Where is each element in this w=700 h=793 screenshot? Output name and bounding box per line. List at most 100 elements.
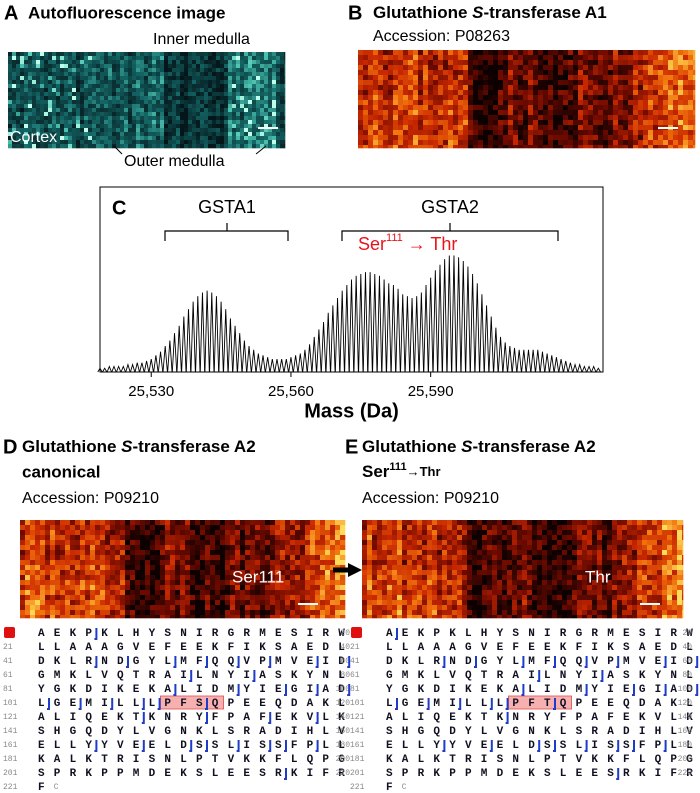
image-pixel xyxy=(383,110,389,116)
image-pixel xyxy=(290,560,296,566)
image-pixel xyxy=(503,115,509,121)
image-pixel xyxy=(517,540,523,546)
image-pixel xyxy=(124,60,129,65)
image-pixel xyxy=(402,525,408,531)
image-pixel xyxy=(220,104,225,109)
image-pixel xyxy=(148,108,153,113)
image-pixel xyxy=(398,50,404,56)
image-pixel xyxy=(65,590,71,596)
image-pixel xyxy=(623,70,629,76)
image-pixel xyxy=(70,540,76,546)
image-pixel xyxy=(493,145,499,149)
image-pixel xyxy=(28,120,33,125)
image-pixel xyxy=(252,136,257,141)
image-pixel xyxy=(272,132,277,137)
image-pixel xyxy=(538,85,544,91)
image-pixel xyxy=(448,130,454,136)
image-pixel xyxy=(487,535,493,541)
image-pixel xyxy=(362,520,368,526)
image-pixel xyxy=(120,64,125,69)
image-pixel xyxy=(418,80,424,86)
image-pixel xyxy=(188,124,193,129)
image-pixel xyxy=(180,144,185,149)
image-pixel xyxy=(398,145,404,149)
image-pixel xyxy=(452,565,458,571)
image-pixel xyxy=(236,104,241,109)
image-pixel xyxy=(437,530,443,536)
image-pixel xyxy=(507,550,513,556)
image-pixel xyxy=(44,112,49,117)
image-pixel xyxy=(52,68,57,73)
image-pixel xyxy=(232,140,237,145)
image-pixel xyxy=(652,535,658,541)
image-pixel xyxy=(408,50,414,56)
image-pixel xyxy=(260,96,265,101)
image-pixel xyxy=(270,555,276,561)
image-pixel xyxy=(108,76,113,81)
image-pixel xyxy=(275,585,281,591)
image-pixel xyxy=(108,60,113,65)
image-pixel xyxy=(124,140,129,145)
image-pixel xyxy=(272,140,277,145)
image-pixel xyxy=(508,120,514,126)
image-pixel xyxy=(184,104,189,109)
image-pixel xyxy=(105,550,111,556)
image-pixel xyxy=(12,76,17,81)
image-pixel xyxy=(205,575,211,581)
image-pixel xyxy=(24,84,29,89)
image-pixel xyxy=(423,115,429,121)
image-pixel xyxy=(683,120,689,126)
image-pixel xyxy=(160,120,165,125)
image-pixel xyxy=(168,52,173,57)
image-pixel xyxy=(236,92,241,97)
image-pixel xyxy=(378,55,384,61)
image-pixel xyxy=(224,112,229,117)
image-pixel xyxy=(210,535,216,541)
image-pixel xyxy=(270,605,276,611)
image-pixel xyxy=(256,60,261,65)
image-pixel xyxy=(216,80,221,85)
image-pixel xyxy=(663,60,669,66)
image-pixel xyxy=(432,530,438,536)
image-pixel xyxy=(228,144,233,149)
image-pixel xyxy=(184,76,189,81)
image-pixel xyxy=(124,136,129,141)
image-pixel xyxy=(537,530,543,536)
image-pixel xyxy=(612,520,618,526)
image-pixel xyxy=(280,136,285,141)
image-pixel xyxy=(215,525,221,531)
image-pixel xyxy=(164,76,169,81)
image-pixel xyxy=(268,72,273,77)
image-pixel xyxy=(310,530,316,536)
image-pixel xyxy=(65,570,71,576)
image-pixel xyxy=(423,95,429,101)
image-pixel xyxy=(224,80,229,85)
image-pixel xyxy=(498,75,504,81)
image-pixel xyxy=(60,92,65,97)
image-pixel xyxy=(255,565,261,571)
image-pixel xyxy=(668,105,674,111)
image-pixel xyxy=(88,136,93,141)
image-pixel xyxy=(135,565,141,571)
image-pixel xyxy=(152,88,157,93)
image-pixel xyxy=(305,615,311,619)
image-pixel xyxy=(468,120,474,126)
image-pixel xyxy=(125,520,131,526)
image-pixel xyxy=(558,130,564,136)
image-pixel xyxy=(623,90,629,96)
image-pixel xyxy=(268,120,273,125)
image-pixel xyxy=(432,520,438,526)
image-pixel xyxy=(40,525,46,531)
image-pixel xyxy=(528,140,534,146)
image-pixel xyxy=(56,116,61,121)
image-pixel xyxy=(592,565,598,571)
image-pixel xyxy=(272,108,277,113)
image-pixel xyxy=(176,108,181,113)
image-pixel xyxy=(382,555,388,561)
image-pixel xyxy=(285,570,291,576)
image-pixel xyxy=(458,125,464,131)
image-pixel xyxy=(412,545,418,551)
image-pixel xyxy=(148,132,153,137)
image-pixel xyxy=(562,560,568,566)
image-pixel xyxy=(56,144,61,149)
